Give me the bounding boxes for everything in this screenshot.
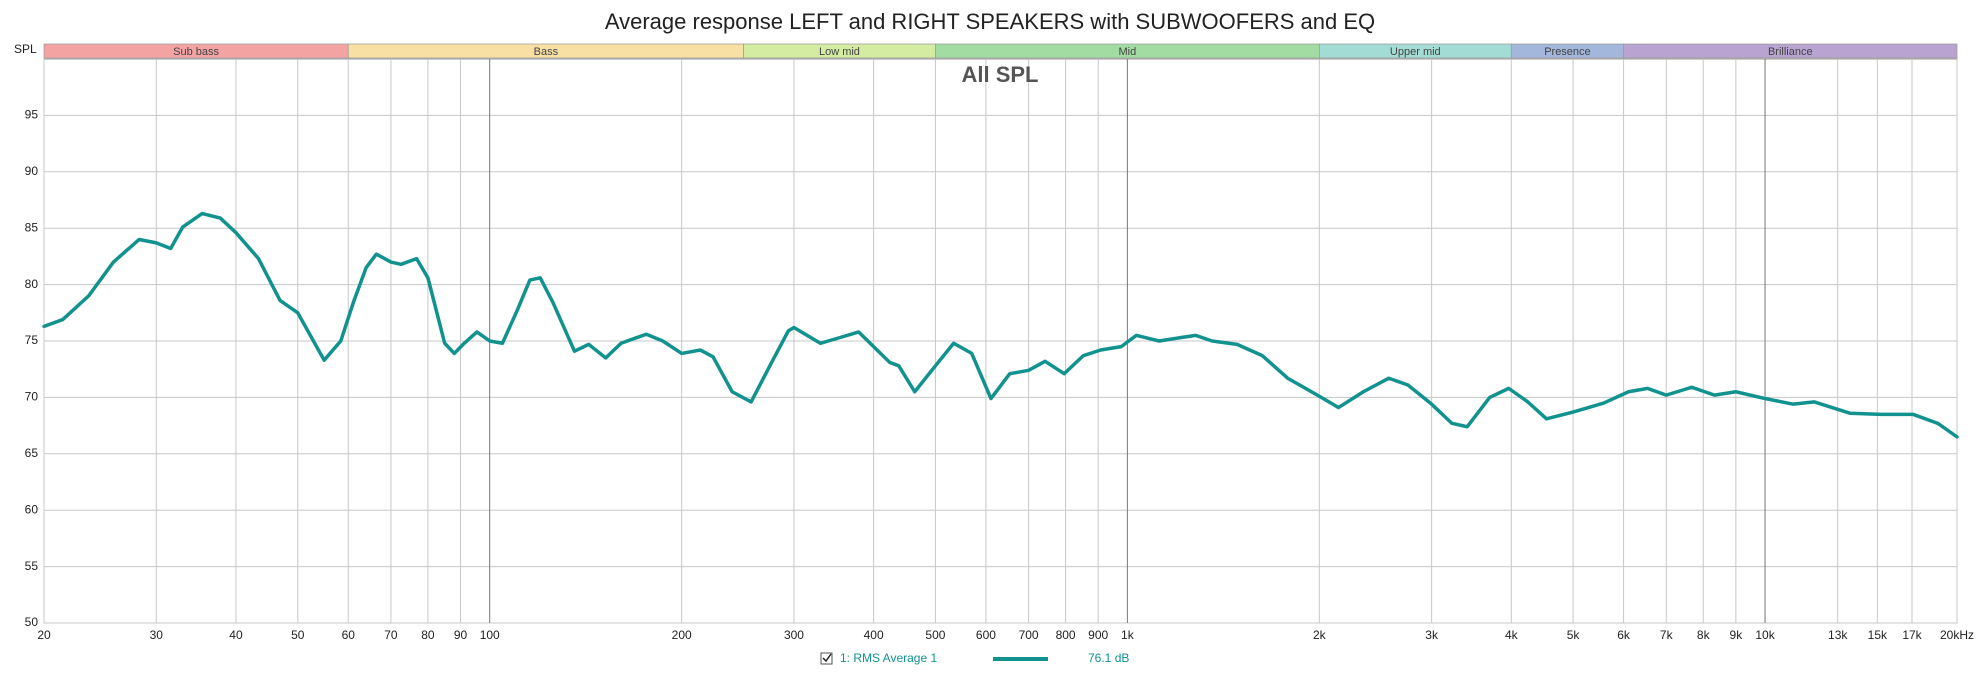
x-tick-label: 8k <box>1697 628 1711 642</box>
x-tick-label: 90 <box>454 628 468 642</box>
band-label: Low mid <box>819 46 860 58</box>
x-tick-label: 1k <box>1121 628 1135 642</box>
x-tick-label: 800 <box>1056 628 1076 642</box>
x-tick-label: 500 <box>925 628 945 642</box>
legend-value: 76.1 dB <box>1088 651 1129 665</box>
x-tick-label: 13k <box>1828 628 1848 642</box>
x-tick-label: 9k <box>1730 628 1744 642</box>
x-tick-label: 20 <box>37 628 51 642</box>
y-tick-label: 65 <box>25 446 39 460</box>
x-tick-label: 3k <box>1425 628 1439 642</box>
x-tick-label: 60 <box>342 628 356 642</box>
x-tick-label: 20kHz <box>1940 628 1974 642</box>
x-tick-label: 6k <box>1617 628 1631 642</box>
chart-title: Average response LEFT and RIGHT SPEAKERS… <box>605 9 1375 34</box>
x-tick-label: 50 <box>291 628 305 642</box>
y-tick-label: 50 <box>25 615 39 629</box>
x-tick-label: 200 <box>672 628 692 642</box>
x-tick-label: 15k <box>1868 628 1888 642</box>
x-tick-label: 70 <box>384 628 398 642</box>
series-line <box>42 211 1959 439</box>
legend-checkbox[interactable] <box>820 652 833 665</box>
legend-label: 1: RMS Average 1 <box>840 651 937 665</box>
y-tick-label: 70 <box>25 390 39 404</box>
x-tick-label: 400 <box>864 628 884 642</box>
y-tick-label: 85 <box>25 220 39 234</box>
band <box>1623 43 1958 59</box>
y-axis-label: SPL <box>14 42 37 56</box>
band-label: Bass <box>534 46 559 58</box>
x-tick-label: 40 <box>229 628 243 642</box>
x-tick-label: 4k <box>1505 628 1519 642</box>
y-tick-label: 95 <box>25 108 39 122</box>
y-tick-label: 75 <box>25 333 39 347</box>
band-label: Presence <box>1544 46 1590 58</box>
x-tick-label: 5k <box>1567 628 1581 642</box>
x-tick-label: 2k <box>1313 628 1327 642</box>
x-tick-label: 100 <box>480 628 500 642</box>
x-tick-label: 80 <box>421 628 435 642</box>
band-label: Mid <box>1119 46 1137 58</box>
x-tick-label: 10k <box>1755 628 1775 642</box>
band-label: Brilliance <box>1768 46 1813 58</box>
x-tick-label: 600 <box>976 628 996 642</box>
x-tick-label: 7k <box>1660 628 1674 642</box>
x-tick-label: 900 <box>1088 628 1108 642</box>
x-tick-label: 30 <box>150 628 164 642</box>
band-label: Upper mid <box>1390 46 1441 58</box>
annotation: All SPL <box>961 62 1038 87</box>
y-tick-label: 55 <box>25 559 39 573</box>
band-label: Sub bass <box>173 46 219 58</box>
x-tick-label: 700 <box>1019 628 1039 642</box>
checkmark[interactable] <box>822 653 832 663</box>
x-tick-label: 300 <box>784 628 804 642</box>
y-tick-label: 80 <box>25 277 39 291</box>
y-tick-label: 90 <box>25 164 39 178</box>
x-tick-label: 17k <box>1902 628 1922 642</box>
y-tick-label: 60 <box>25 502 39 516</box>
